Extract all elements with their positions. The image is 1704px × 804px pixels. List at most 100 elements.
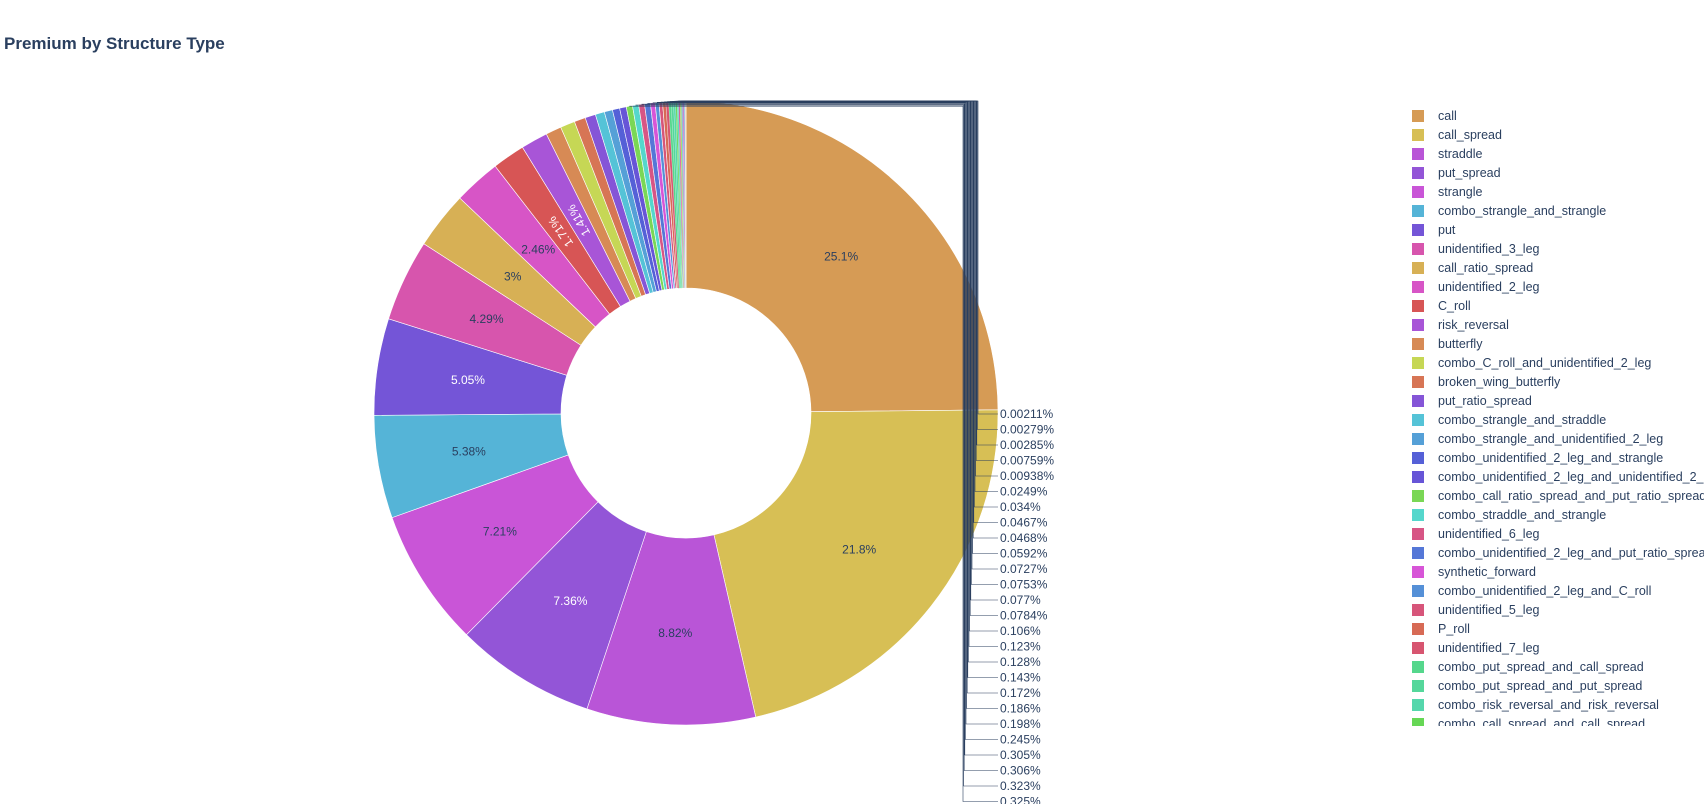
legend-swatch [1412,280,1424,293]
slice-label: 7.21% [483,524,517,538]
legend-label: straddle [1438,146,1483,161]
legend-swatch [1412,679,1424,692]
legend-item[interactable]: combo_strangle_and_straddle [1412,410,1606,429]
legend-item[interactable]: put [1412,220,1455,239]
legend-item[interactable]: put_ratio_spread [1412,391,1532,410]
legend-swatch [1412,337,1424,350]
slice-label: 4.29% [469,312,503,326]
legend-label: unidentified_7_leg [1438,640,1540,655]
outside-slice-label: 0.306% [1000,764,1041,778]
legend-item[interactable]: combo_call_ratio_spread_and_put_ratio_sp… [1412,486,1704,505]
legend-label: synthetic_forward [1438,564,1536,579]
legend-swatch [1412,584,1424,597]
legend-item[interactable]: combo_put_spread_and_put_spread [1412,676,1642,695]
legend-label: combo_call_spread_and_call_spread [1438,716,1646,727]
legend-swatch [1412,128,1424,141]
legend-item[interactable]: unidentified_2_leg [1412,277,1539,296]
legend-item[interactable]: combo_strangle_and_strangle [1412,201,1606,220]
legend-swatch [1412,204,1424,217]
legend-swatch [1412,394,1424,407]
legend-swatch [1412,261,1424,274]
legend-label: combo_put_spread_and_put_spread [1438,678,1643,693]
legend-item[interactable]: unidentified_7_leg [1412,638,1539,657]
legend-item[interactable]: straddle [1412,144,1482,163]
outside-slice-label: 0.123% [1000,640,1041,654]
legend-item[interactable]: combo_unidentified_2_leg_and_C_roll [1412,581,1651,600]
legend-item[interactable]: P_roll [1412,619,1470,638]
legend-item[interactable]: C_roll [1412,296,1471,315]
legend-label: put_spread [1438,165,1501,180]
outside-slice-label: 0.0592% [1000,547,1048,561]
slice-call[interactable] [685,100,999,413]
legend-swatch [1412,375,1424,388]
legend-item[interactable]: combo_risk_reversal_and_risk_reversal [1412,695,1659,714]
legend-swatch [1412,242,1424,255]
legend-label: combo_strangle_and_straddle [1438,412,1607,427]
legend-item[interactable]: broken_wing_butterfly [1412,372,1560,391]
slice-label: 7.36% [553,594,587,608]
legend-item[interactable]: put_spread [1412,163,1501,182]
legend-label: combo_unidentified_2_leg_and_unidentifie… [1438,469,1704,484]
legend-swatch [1412,451,1424,464]
outside-slice-label: 0.00759% [1000,454,1054,468]
legend-item[interactable]: combo_unidentified_2_leg_and_strangle [1412,448,1663,467]
slice-label: 5.05% [451,373,485,387]
legend-swatch [1412,660,1424,673]
legend-item[interactable]: combo_straddle_and_strangle [1412,505,1606,524]
legend-item[interactable]: butterfly [1412,334,1482,353]
outside-slice-label: 0.305% [1000,748,1041,762]
legend-swatch [1412,565,1424,578]
legend-label: unidentified_5_leg [1438,602,1540,617]
legend-item[interactable]: unidentified_6_leg [1412,524,1539,543]
outside-slice-label: 0.0727% [1000,562,1048,576]
legend-item[interactable]: combo_strangle_and_unidentified_2_leg [1412,429,1663,448]
outside-slice-label: 0.00938% [1000,469,1054,483]
legend-label: unidentified_3_leg [1438,241,1540,256]
outside-slice-label: 0.106% [1000,624,1041,638]
leader-line [629,105,998,802]
legend-item[interactable]: risk_reversal [1412,315,1509,334]
slice-call_spread[interactable] [713,409,999,718]
outside-slice-label: 0.0784% [1000,609,1048,623]
legend-item[interactable]: call_spread [1412,125,1502,144]
outside-slice-label: 0.172% [1000,686,1041,700]
legend-item[interactable]: combo_C_roll_and_unidentified_2_leg [1412,353,1651,372]
legend-item[interactable]: call [1412,106,1457,125]
legend-label: risk_reversal [1438,317,1509,332]
legend-label: combo_unidentified_2_leg_and_put_ratio_s… [1438,545,1704,560]
slice-label: 8.82% [658,626,692,640]
legend-item[interactable]: synthetic_forward [1412,562,1536,581]
legend-swatch [1412,185,1424,198]
slice-labels-layer: 25.1% 21.8% 8.82% 7.36% 7.21% 5.38% 5.05% 4.29%… [451,202,877,640]
legend-label: combo_risk_reversal_and_risk_reversal [1438,697,1659,712]
outside-slice-label: 0.198% [1000,717,1041,731]
legend-swatch [1412,603,1424,616]
legend-item[interactable]: unidentified_5_leg [1412,600,1539,619]
legend-label: combo_put_spread_and_call_spread [1438,659,1644,674]
leader-line [635,104,998,787]
outside-slice-label: 0.245% [1000,733,1041,747]
legend-item[interactable]: combo_put_spread_and_call_spread [1412,657,1644,676]
legend-swatch [1412,641,1424,654]
legend-label: strangle [1438,184,1483,199]
legend-item[interactable]: combo_unidentified_2_leg_and_unidentifie… [1412,467,1704,486]
legend-swatch [1412,698,1424,711]
legend-swatch [1412,299,1424,312]
legend-label: combo_strangle_and_strangle [1438,203,1607,218]
outside-slice-label: 0.323% [1000,779,1041,793]
legend-item[interactable]: strangle [1412,182,1482,201]
chart-title: Premium by Structure Type [4,34,225,53]
legend-swatch [1412,223,1424,236]
legend-item[interactable]: unidentified_3_leg [1412,239,1539,258]
legend-label: call [1438,108,1457,123]
legend-label: call_ratio_spread [1438,260,1534,275]
legend-label: butterfly [1438,336,1483,351]
legend-item[interactable]: call_ratio_spread [1412,258,1533,277]
outside-labels-layer: 0.00211% 0.00279%0.00285% 0.00759%0.00938%… [629,100,1054,804]
outside-slice-label: 0.00279% [1000,423,1054,437]
legend-item[interactable]: combo_call_spread_and_call_spread [1412,714,1645,726]
legend-item[interactable]: combo_unidentified_2_leg_and_put_ratio_s… [1412,543,1704,562]
legend-label: unidentified_2_leg [1438,279,1540,294]
